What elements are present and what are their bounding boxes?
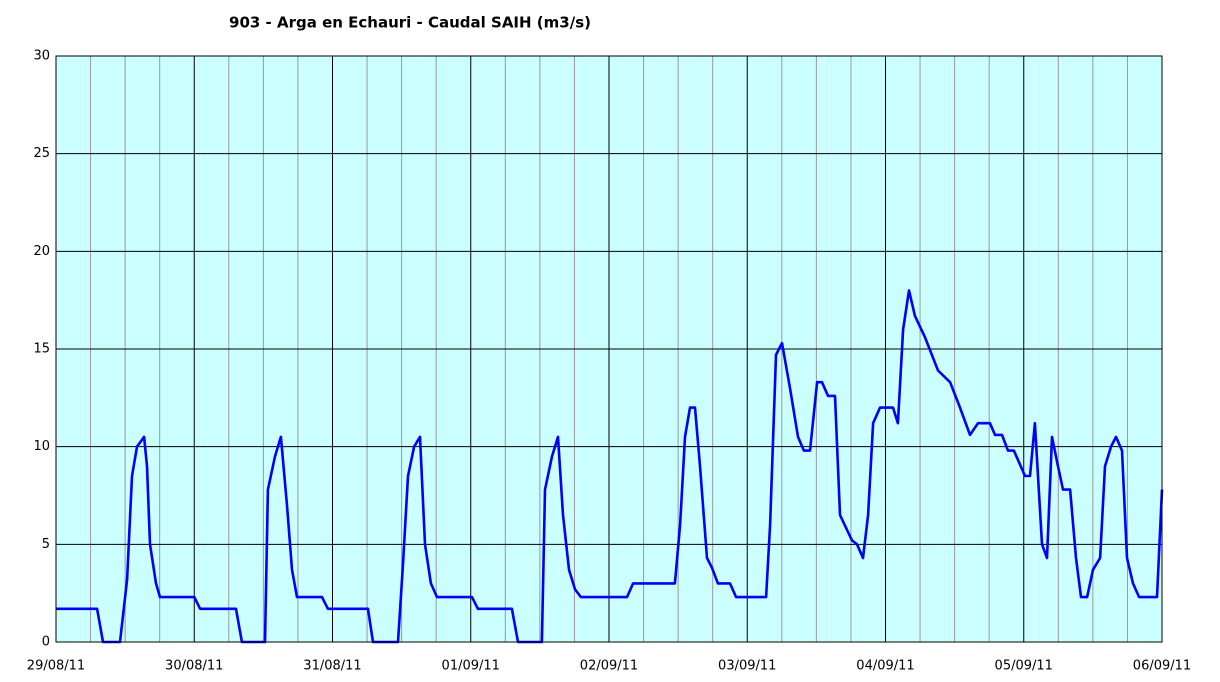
x-tick-label: 31/08/11 — [303, 659, 361, 674]
x-tick-label: 01/09/11 — [442, 659, 500, 674]
y-tick-label: 30 — [33, 49, 50, 64]
chart-title: 903 - Arga en Echauri - Caudal SAIH (m3/… — [229, 14, 591, 32]
x-tick-label: 03/09/11 — [718, 659, 776, 674]
y-tick-label: 25 — [33, 146, 50, 161]
x-tick-label: 30/08/11 — [165, 659, 223, 674]
x-tick-label: 06/09/11 — [1133, 659, 1191, 674]
x-tick-label: 04/09/11 — [856, 659, 914, 674]
x-tick-label: 05/09/11 — [995, 659, 1053, 674]
y-tick-label: 10 — [33, 439, 50, 454]
y-tick-label: 15 — [33, 342, 50, 357]
plot-border — [55, 55, 1163, 643]
data-line — [56, 289, 1164, 644]
y-tick-label: 0 — [42, 635, 50, 650]
y-tick-label: 20 — [33, 244, 50, 259]
y-tick-label: 5 — [42, 537, 50, 552]
x-tick-label: 02/09/11 — [580, 659, 638, 674]
x-tick-label: 29/08/11 — [27, 659, 85, 674]
